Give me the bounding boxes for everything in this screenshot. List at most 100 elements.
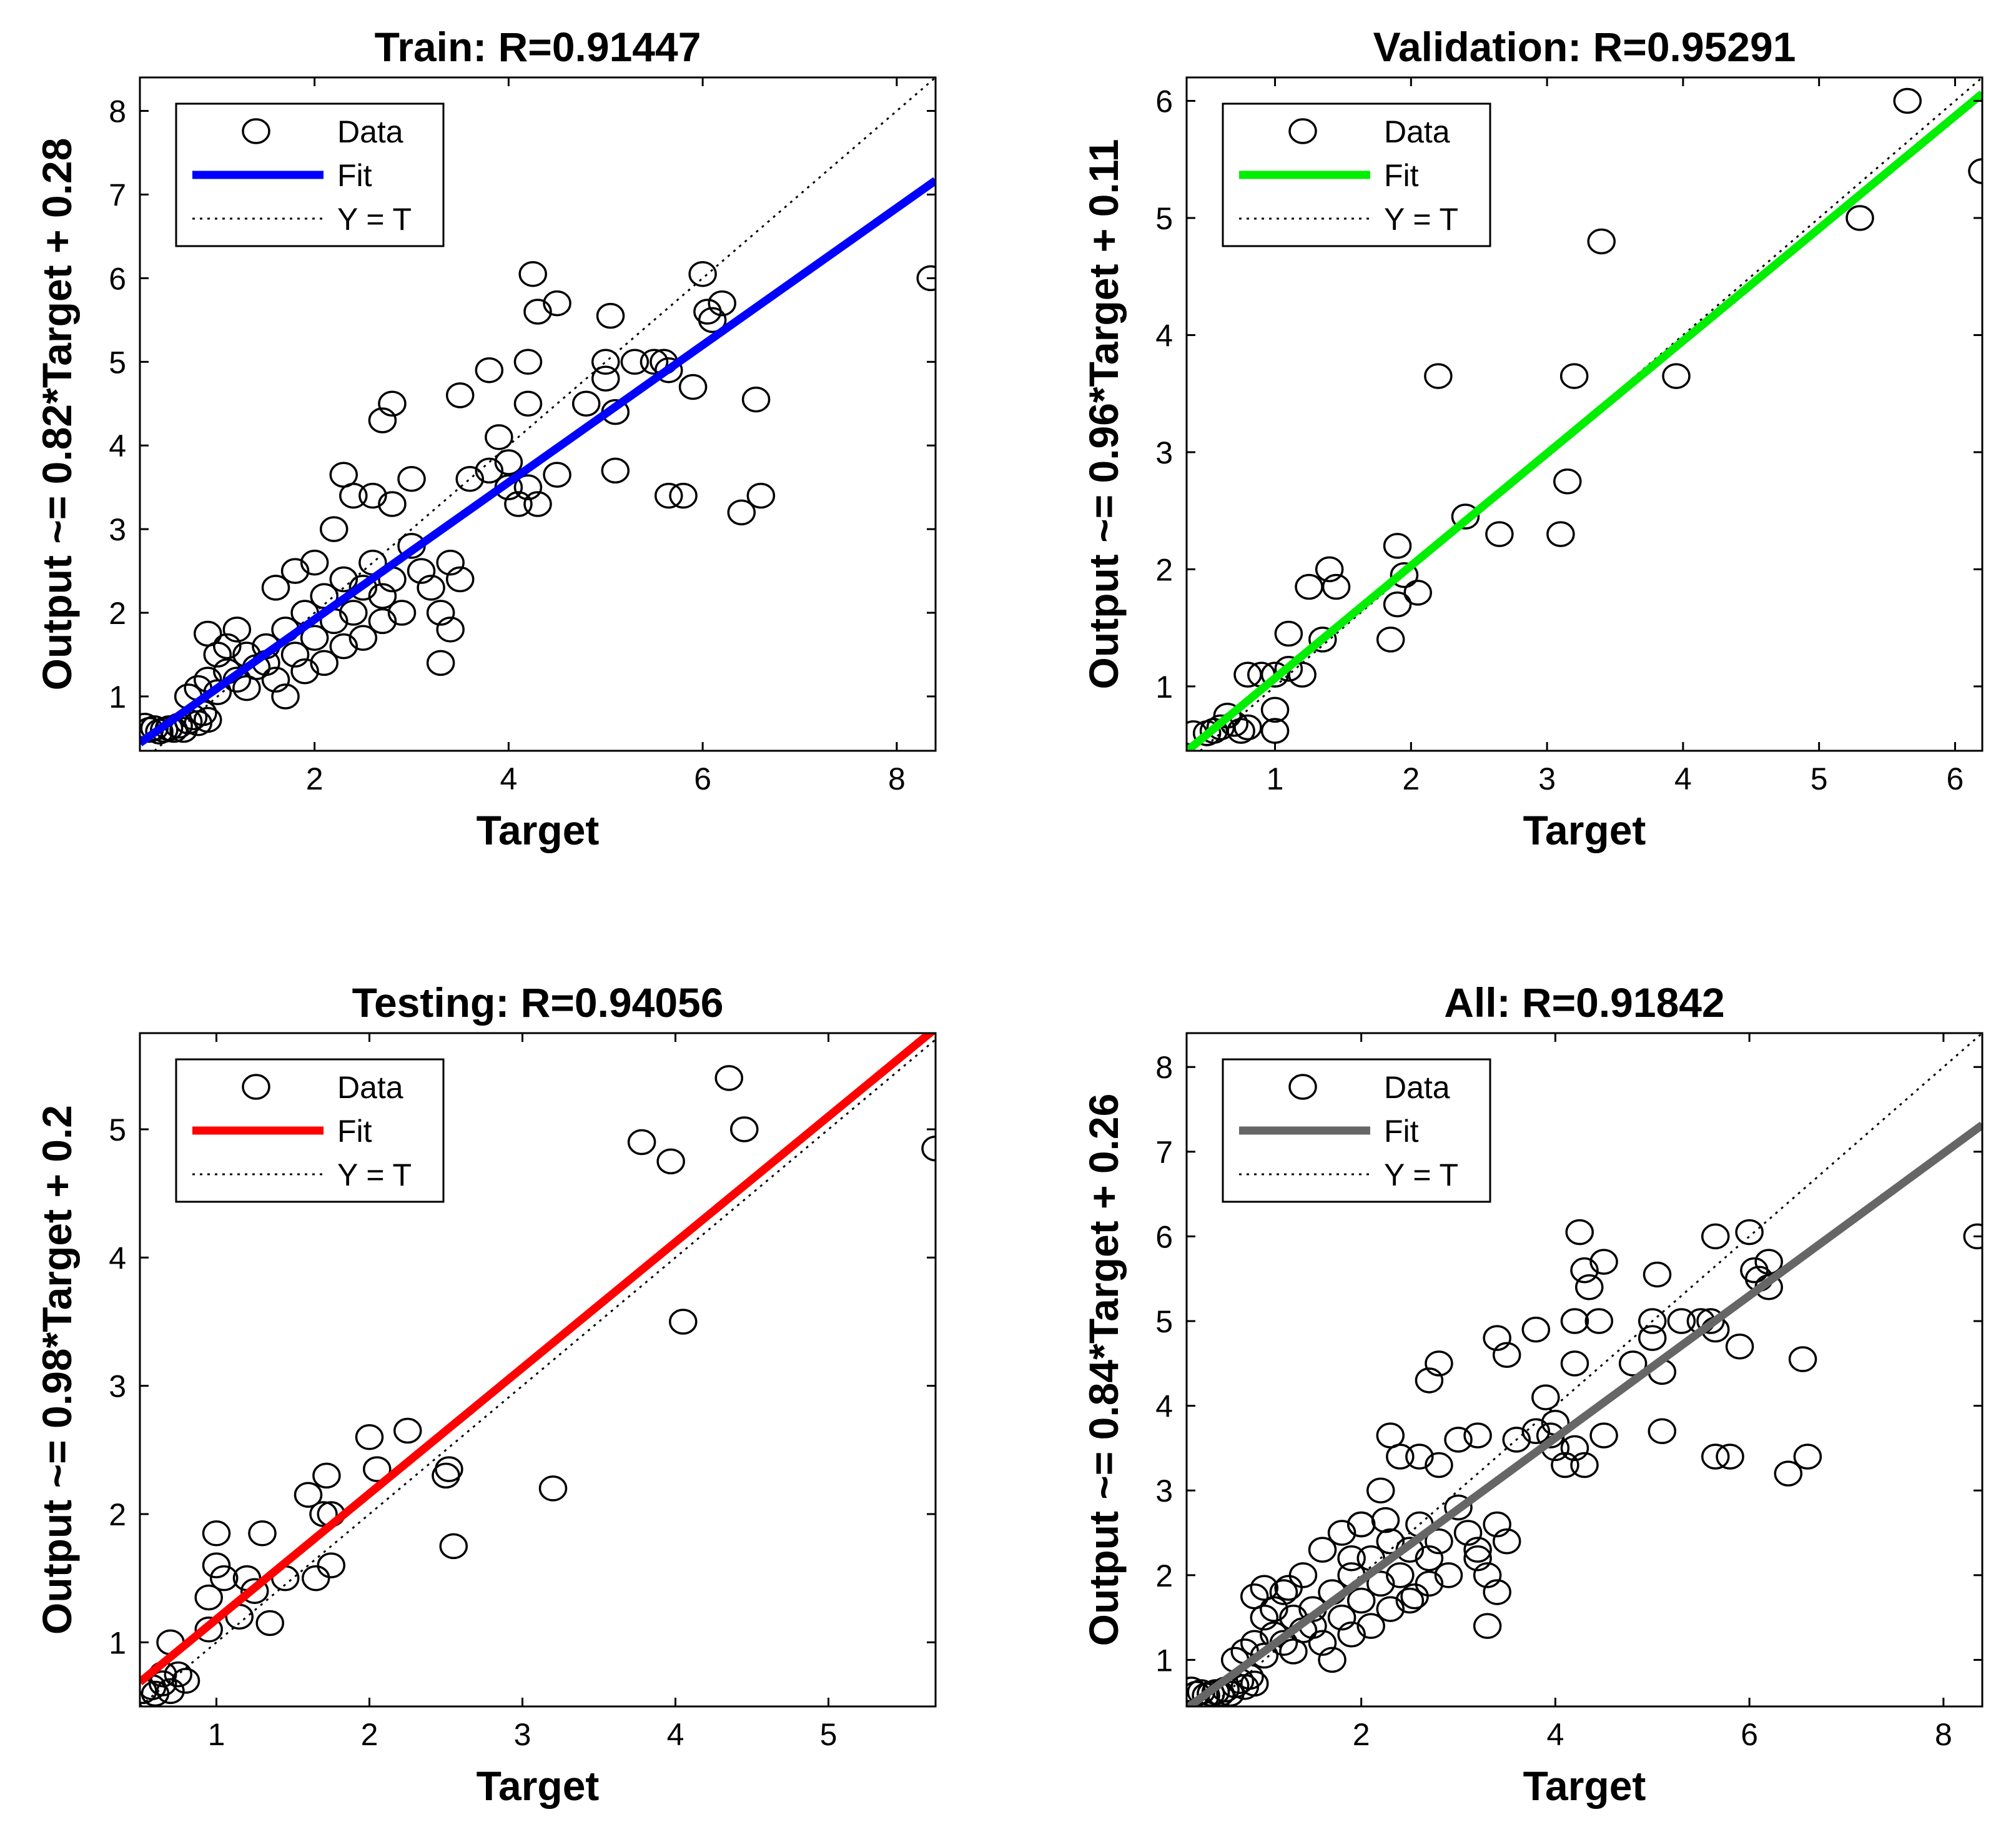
data-point: [213, 633, 242, 660]
data-point: [640, 349, 669, 375]
data-point: [1638, 1308, 1667, 1334]
data-point: [329, 633, 358, 660]
data-point: [261, 575, 290, 601]
data-point: [746, 482, 776, 509]
y-tick-label: 5: [1155, 1304, 1173, 1339]
data-point: [1383, 533, 1412, 559]
legend-label: Fit: [1384, 1114, 1419, 1149]
data-point: [485, 424, 513, 450]
legend-label: Y = T: [1384, 202, 1458, 237]
data-point: [1346, 1511, 1376, 1538]
y-tick-label: 4: [109, 428, 126, 463]
data-point: [596, 302, 625, 329]
data-point: [222, 616, 252, 643]
data-point: [1444, 1494, 1473, 1521]
data-point: [916, 265, 936, 292]
y-tick-label: 1: [109, 680, 126, 715]
y-tick-label: 5: [1155, 201, 1173, 236]
x-tick-label: 6: [1947, 761, 1964, 796]
data-point: [1589, 1249, 1618, 1275]
data-point: [378, 491, 407, 517]
data-point: [591, 349, 620, 375]
axes-box: [139, 76, 937, 752]
data-point: [378, 390, 407, 417]
y-tick-label: 2: [109, 596, 126, 631]
data-point: [1250, 1575, 1279, 1601]
data-point: [656, 1148, 685, 1175]
data-point: [358, 482, 387, 509]
y-tick-label: 3: [1155, 1473, 1173, 1508]
chart-panel-2: 1 2 3 4 5 6 1 2 3 4 5 6 Validation: R=0.95291 Target O…: [1080, 24, 1984, 853]
y-tick-label: 5: [109, 1112, 126, 1147]
data-point: [1638, 1325, 1667, 1351]
data-point: [1492, 1342, 1521, 1369]
data-point: [445, 382, 475, 409]
chart-panel-3: 1 2 3 4 5 1 2 3 4 5 Testing: R=0.94056 Target Output…: [34, 979, 937, 1809]
data-point: [543, 290, 571, 317]
data-point: [1716, 1443, 1744, 1470]
data-point: [1463, 1422, 1492, 1448]
data-point: [1473, 1613, 1502, 1639]
data-point: [393, 1417, 422, 1444]
data-point: [1662, 363, 1691, 389]
data-point: [1618, 1350, 1648, 1377]
data-point: [1274, 656, 1303, 682]
fit-line: [140, 177, 936, 746]
identity-line: [1210, 1033, 1982, 1706]
y-tick-label: 7: [1155, 1135, 1173, 1170]
data-point: [1274, 620, 1303, 647]
data-point: [1788, 1346, 1817, 1372]
data-point: [1415, 1367, 1444, 1394]
x-tick-label: 8: [888, 761, 906, 796]
data-point: [280, 641, 310, 668]
data-point: [368, 608, 397, 635]
data-point: [1521, 1316, 1551, 1343]
data-point: [1589, 1422, 1618, 1448]
data-point: [1327, 1604, 1356, 1631]
y-tick-label: 7: [109, 177, 126, 212]
legend-label: Y = T: [1384, 1157, 1458, 1192]
data-point: [1376, 1596, 1405, 1622]
data-point: [1483, 1511, 1511, 1538]
data-point: [1483, 1579, 1511, 1605]
x-tick-label: 3: [514, 1717, 531, 1752]
data-point: [1485, 521, 1514, 547]
data-point: [1346, 1587, 1376, 1614]
data-point: [1233, 714, 1262, 741]
data-point: [1570, 1452, 1599, 1478]
data-point: [543, 462, 571, 488]
y-tick-label: 8: [1155, 1050, 1173, 1085]
data-point: [439, 1533, 468, 1560]
data-point: [1551, 1452, 1579, 1478]
data-point: [407, 558, 436, 584]
x-tick-label: 4: [1546, 1717, 1564, 1752]
x-tick-label: 4: [500, 761, 517, 796]
axes-box: [1185, 1032, 1984, 1708]
data-point: [523, 491, 552, 517]
fit-line: [1187, 1121, 1982, 1706]
data-point: [1269, 1579, 1298, 1605]
data-point: [730, 1116, 759, 1142]
data-point: [1434, 1562, 1463, 1588]
data-point: [1453, 1520, 1483, 1546]
data-point: [727, 499, 756, 526]
data-point: [348, 575, 378, 601]
data-point: [317, 1552, 345, 1578]
data-point: [194, 1617, 223, 1643]
y-tick-label: 3: [109, 1369, 126, 1404]
x-tick-label: 4: [1674, 761, 1692, 796]
fit-line: [1187, 90, 1982, 751]
data-point: [627, 1129, 656, 1156]
data-point: [1463, 1545, 1492, 1572]
data-point: [329, 566, 358, 593]
y-tick-label: 3: [1155, 435, 1173, 470]
y-tick-label: 1: [1155, 670, 1173, 705]
legend: Data Fit Y = T: [175, 1058, 445, 1203]
data-point: [1584, 1308, 1614, 1334]
data-point: [1560, 1435, 1589, 1462]
data-point: [1553, 468, 1582, 495]
data-point: [261, 666, 290, 693]
data-point: [363, 1456, 392, 1482]
data-point: [1425, 1528, 1453, 1555]
y-tick-label: 5: [109, 345, 126, 380]
